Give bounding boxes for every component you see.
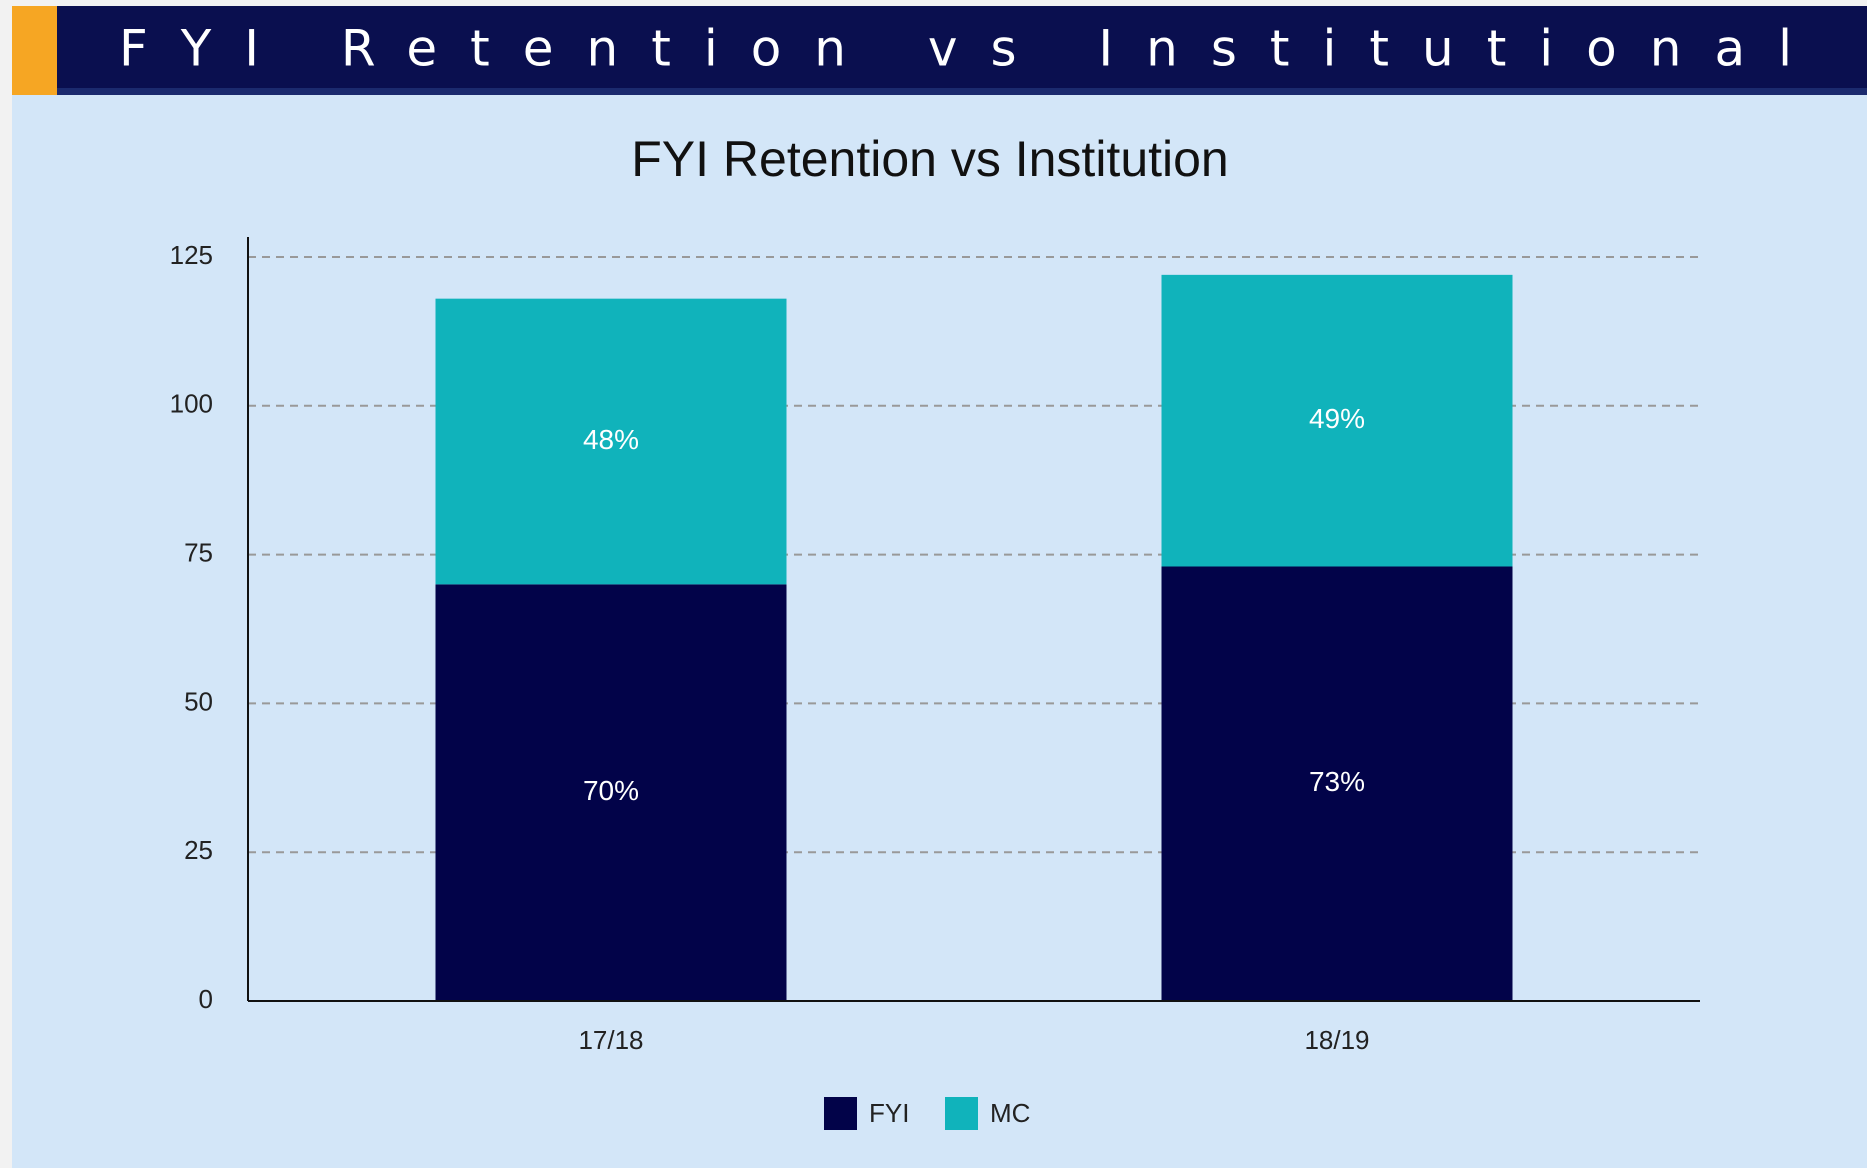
x-tick-label: 17/18 — [578, 1025, 643, 1055]
x-tick-label: 18/19 — [1304, 1025, 1369, 1055]
y-tick-label: 25 — [184, 835, 213, 865]
data-label: 73% — [1309, 766, 1365, 797]
bar-segment — [1161, 274, 1513, 567]
background — [12, 95, 1867, 1168]
y-tick-label: 125 — [170, 240, 213, 270]
header-band — [12, 6, 1867, 95]
header-title: FYI Retention vs Institutional — [119, 20, 1792, 78]
data-label: 70% — [583, 775, 639, 806]
y-tick-label: 75 — [184, 537, 213, 567]
legend-swatch — [824, 1097, 857, 1130]
bar-segment — [1161, 566, 1513, 1001]
legend-swatch — [945, 1097, 978, 1130]
legend-label: MC — [990, 1098, 1030, 1128]
data-label: 49% — [1309, 403, 1365, 434]
header-underline — [12, 88, 1867, 95]
bar-segment — [435, 584, 787, 1001]
data-label: 48% — [583, 424, 639, 455]
header-accent — [12, 6, 57, 95]
y-tick-label: 0 — [199, 984, 213, 1014]
chart-title: FYI Retention vs Institution — [631, 131, 1229, 187]
bar-segment — [435, 298, 787, 585]
y-tick-label: 50 — [184, 686, 213, 716]
y-tick-label: 100 — [170, 389, 213, 419]
legend-label: FYI — [869, 1098, 909, 1128]
